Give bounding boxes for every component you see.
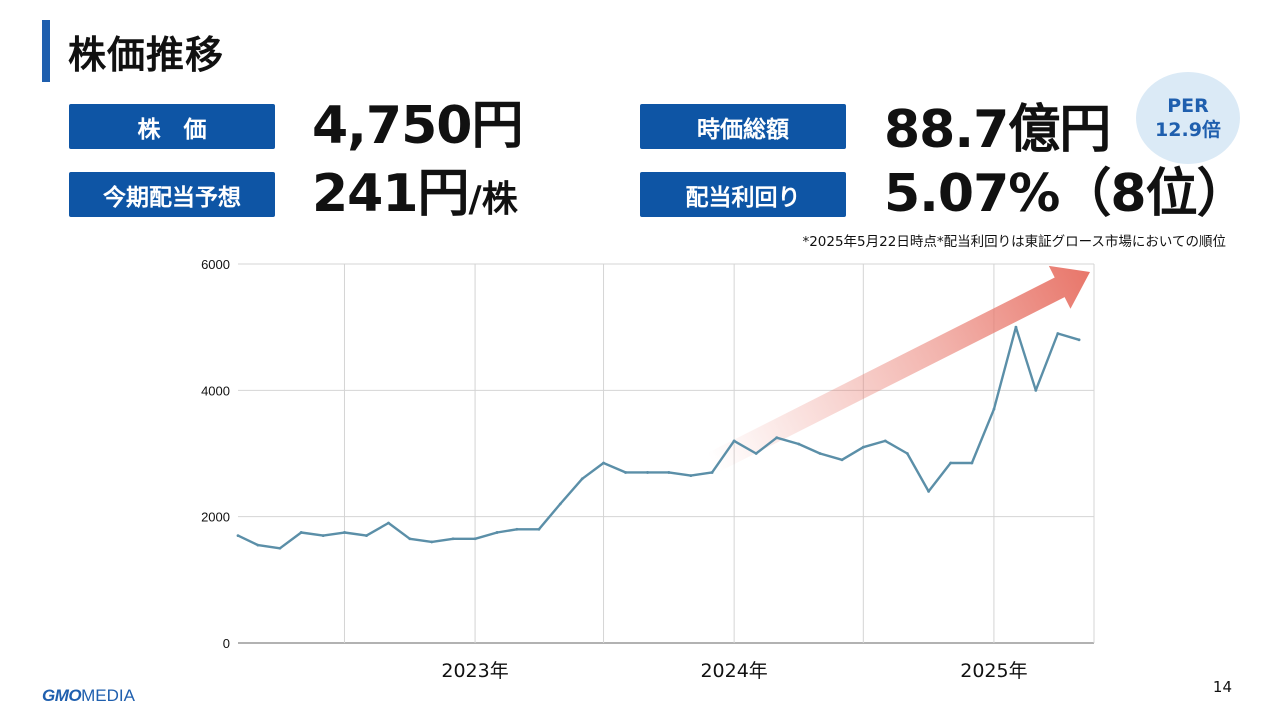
price-point [840, 458, 844, 462]
market-cap-label: 時価総額 [640, 104, 846, 149]
price-point [754, 452, 758, 455]
trend-arrow [707, 265, 1091, 473]
market-cap-value: 88.7億円 [884, 100, 1111, 160]
price-point [732, 439, 736, 443]
stock-price-label: 株 価 [69, 104, 275, 149]
y-tick-label: 4000 [201, 383, 230, 398]
trend-arrow-shape [707, 265, 1091, 473]
price-point [667, 471, 671, 474]
price-point [710, 471, 714, 474]
price-point [537, 527, 541, 531]
price-point [949, 461, 953, 465]
price-point [515, 527, 519, 531]
price-point [905, 452, 909, 455]
dividend-unit: /株 [468, 179, 518, 220]
price-point [775, 436, 779, 440]
price-point [495, 531, 499, 534]
x-tick-label: 2025年 [960, 660, 1027, 682]
y-tick-label: 0 [223, 636, 230, 651]
price-point [861, 445, 865, 449]
price-point [818, 452, 822, 455]
price-point [387, 521, 390, 525]
price-point [646, 471, 649, 474]
dividend-value: 241円/株 [312, 164, 518, 224]
stock-price-value: 4,750円 [312, 96, 523, 156]
price-point [1077, 338, 1081, 342]
footnote: *2025年5月22日時点*配当利回りは東証グロース市場においての順位 [802, 234, 1226, 250]
price-point [883, 439, 887, 443]
gmo-media-logo: GMOMEDIA [42, 686, 135, 705]
price-point [299, 531, 303, 534]
price-point [451, 537, 455, 541]
price-point [473, 537, 477, 541]
price-point [927, 490, 931, 493]
page-number: 14 [1212, 678, 1232, 696]
y-tick-label: 2000 [201, 510, 230, 525]
price-point [970, 461, 974, 465]
page-title: 株価推移 [68, 33, 225, 77]
price-point [624, 471, 627, 474]
per-value: 12.9倍 [1155, 119, 1221, 141]
per-badge: PER 12.9倍 [1136, 72, 1240, 164]
price-point [430, 540, 434, 544]
price-point [689, 474, 693, 478]
price-point [408, 537, 412, 541]
price-point [321, 534, 325, 538]
x-tick-label: 2023年 [441, 660, 508, 682]
price-point [365, 534, 368, 538]
yield-label: 配当利回り [640, 172, 846, 217]
dividend-label: 今期配当予想 [69, 172, 275, 217]
price-point [602, 461, 605, 465]
price-point [278, 546, 282, 550]
y-tick-label: 6000 [201, 257, 230, 272]
price-point [343, 531, 346, 534]
yield-value: 5.07%（8位） [884, 164, 1249, 224]
price-point [1034, 388, 1038, 392]
price-point [992, 407, 996, 411]
price-point [558, 502, 562, 506]
per-label: PER [1167, 95, 1209, 117]
price-point [236, 534, 240, 538]
x-tick-label: 2024年 [700, 660, 767, 682]
price-point [1014, 325, 1018, 329]
price-point [580, 477, 584, 481]
price-point [1056, 332, 1060, 335]
price-point [256, 543, 260, 547]
price-point [797, 442, 801, 446]
price-series-line [237, 326, 1080, 550]
title-accent-bar [42, 20, 50, 82]
